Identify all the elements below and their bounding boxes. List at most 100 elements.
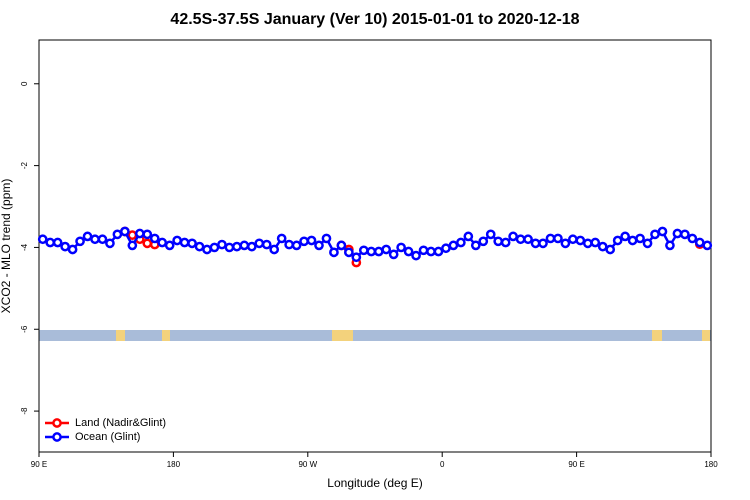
point bbox=[187, 238, 197, 249]
ocean-strip bbox=[39, 330, 711, 341]
point bbox=[545, 233, 556, 244]
land-patch bbox=[702, 330, 710, 341]
land-patch bbox=[332, 330, 353, 341]
surface-mask bbox=[39, 330, 711, 341]
point bbox=[560, 238, 571, 249]
x-tick-label: 90 E bbox=[31, 460, 47, 469]
point bbox=[149, 233, 160, 244]
point bbox=[157, 237, 168, 248]
point bbox=[694, 237, 705, 248]
point bbox=[388, 249, 399, 260]
chart-title: 42.5S-37.5S January (Ver 10) 2015-01-01 … bbox=[170, 11, 579, 28]
y-axis-label: XCO2 - MLO trend (ppm) bbox=[0, 179, 13, 314]
point bbox=[291, 240, 302, 251]
point bbox=[672, 228, 683, 239]
point bbox=[665, 240, 675, 251]
point bbox=[269, 244, 280, 255]
legend-marker bbox=[52, 418, 62, 428]
point bbox=[358, 245, 369, 256]
point bbox=[680, 229, 690, 240]
point bbox=[127, 240, 138, 251]
point bbox=[403, 246, 414, 257]
x-axis-label: Longitude (deg E) bbox=[327, 476, 422, 490]
point bbox=[127, 230, 138, 241]
point bbox=[538, 238, 548, 249]
point bbox=[67, 244, 78, 255]
land-patch bbox=[652, 330, 662, 341]
point bbox=[179, 237, 190, 248]
point bbox=[612, 235, 623, 246]
point bbox=[217, 239, 227, 250]
point bbox=[75, 236, 85, 247]
point bbox=[381, 244, 392, 255]
legend-label: Land (Nadir&Glint) bbox=[75, 417, 166, 429]
point bbox=[605, 244, 616, 255]
point bbox=[426, 246, 436, 257]
y-tick-label: -4 bbox=[20, 243, 29, 251]
point bbox=[433, 246, 444, 257]
point bbox=[172, 235, 182, 246]
x-tick-label: 90 W bbox=[298, 460, 317, 469]
point bbox=[553, 233, 563, 244]
point bbox=[164, 240, 175, 251]
x-tick-label: 180 bbox=[167, 460, 181, 469]
point bbox=[620, 231, 630, 242]
point bbox=[642, 238, 653, 249]
point bbox=[575, 235, 586, 246]
point bbox=[456, 237, 466, 248]
point bbox=[194, 241, 205, 252]
point bbox=[321, 233, 332, 244]
y-tick-label: -8 bbox=[20, 407, 29, 415]
point bbox=[411, 250, 421, 261]
point bbox=[314, 240, 324, 251]
point bbox=[493, 236, 504, 247]
point bbox=[687, 233, 698, 244]
point bbox=[627, 235, 638, 246]
land-patch bbox=[116, 330, 125, 341]
point bbox=[441, 243, 451, 254]
x-tick-label: 90 E bbox=[568, 460, 584, 469]
point bbox=[254, 238, 265, 249]
point bbox=[470, 240, 481, 251]
point bbox=[45, 237, 56, 248]
point bbox=[299, 236, 309, 247]
point bbox=[37, 234, 48, 245]
point bbox=[336, 240, 347, 251]
point bbox=[60, 241, 70, 252]
point bbox=[284, 239, 294, 250]
y-tick-label: -6 bbox=[20, 325, 29, 333]
point bbox=[224, 242, 235, 253]
point bbox=[523, 234, 533, 245]
point bbox=[485, 229, 496, 240]
point bbox=[306, 235, 317, 246]
y-tick-label: 0 bbox=[20, 81, 29, 86]
point bbox=[590, 237, 601, 248]
point bbox=[508, 231, 518, 242]
x-tick-label: 0 bbox=[440, 460, 445, 469]
point bbox=[97, 234, 108, 245]
point bbox=[329, 247, 339, 258]
point bbox=[597, 241, 608, 252]
point bbox=[351, 252, 362, 263]
point bbox=[657, 226, 668, 237]
point bbox=[418, 245, 429, 256]
point bbox=[635, 233, 645, 244]
point bbox=[463, 231, 474, 242]
point bbox=[142, 238, 153, 249]
point bbox=[134, 228, 145, 239]
point bbox=[52, 237, 63, 248]
point bbox=[650, 229, 660, 240]
point bbox=[568, 234, 578, 245]
legend-label: Ocean (Glint) bbox=[75, 431, 140, 443]
land-patch bbox=[162, 330, 170, 341]
point bbox=[582, 238, 593, 249]
point bbox=[120, 226, 130, 237]
point bbox=[232, 241, 242, 252]
point bbox=[373, 246, 384, 257]
point bbox=[82, 231, 93, 242]
point bbox=[142, 229, 153, 240]
point bbox=[702, 240, 713, 251]
point bbox=[105, 238, 115, 249]
point bbox=[276, 233, 287, 244]
